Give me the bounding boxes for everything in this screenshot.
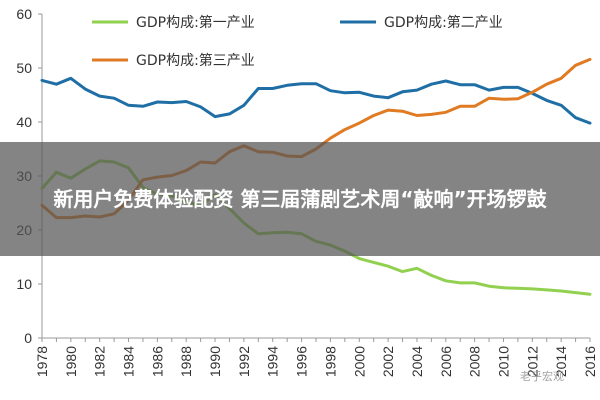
x-tick-label: 2014 bbox=[553, 346, 569, 377]
legend-label: GDP构成:第二产业 bbox=[384, 14, 503, 31]
y-tick-label: 40 bbox=[16, 114, 32, 130]
x-tick-label: 2008 bbox=[467, 346, 483, 377]
x-tick-label: 1994 bbox=[265, 346, 281, 377]
x-tick-label: 2000 bbox=[351, 346, 367, 377]
x-tick-label: 1986 bbox=[149, 346, 165, 377]
x-tick-label: 2010 bbox=[495, 346, 511, 377]
x-tick-label: 2004 bbox=[409, 346, 425, 377]
x-tick-label: 1982 bbox=[92, 346, 108, 377]
x-tick-label: 2002 bbox=[380, 346, 396, 377]
y-tick-label: 60 bbox=[16, 6, 32, 22]
x-tick-label: 2016 bbox=[582, 346, 598, 377]
x-tick-label: 1990 bbox=[207, 346, 223, 377]
x-tick-label: 1998 bbox=[322, 346, 338, 377]
y-tick-label: 10 bbox=[16, 276, 32, 292]
x-tick-label: 1980 bbox=[63, 346, 79, 377]
x-tick-label: 1992 bbox=[236, 346, 252, 377]
x-tick-label: 1984 bbox=[121, 346, 137, 377]
headline-text[interactable]: 新用户免费体验配资 第三届蒲剧艺术周“敲响”开场锣鼓 bbox=[53, 187, 547, 211]
series-line bbox=[40, 76, 592, 125]
x-tick-label: 2012 bbox=[524, 346, 540, 377]
headline-banner[interactable]: 新用户免费体验配资 第三届蒲剧艺术周“敲响”开场锣鼓 bbox=[0, 142, 600, 256]
x-tick-label: 2006 bbox=[438, 346, 454, 377]
y-tick-label: 50 bbox=[16, 60, 32, 76]
x-tick-label: 1996 bbox=[294, 346, 310, 377]
legend-label: GDP构成:第一产业 bbox=[136, 14, 255, 31]
x-tick-label: 1988 bbox=[178, 346, 194, 377]
y-tick-label: 0 bbox=[24, 330, 32, 346]
x-tick-label: 1978 bbox=[34, 346, 50, 377]
watermark-text: 老乎宏观 bbox=[520, 370, 564, 383]
legend-label: GDP构成:第三产业 bbox=[136, 52, 255, 69]
